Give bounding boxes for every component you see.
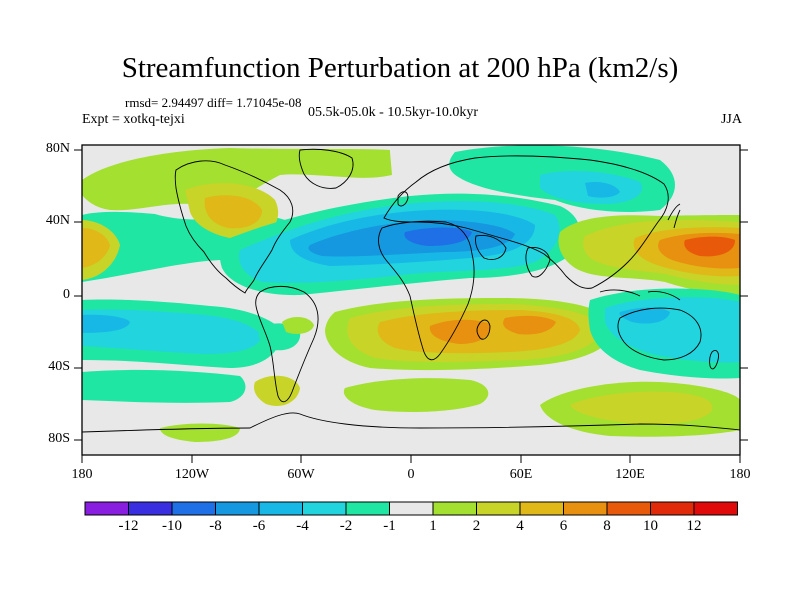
coast-antarctica [82,412,740,433]
colorbar-bin [128,501,173,516]
season-label: JJA [720,112,742,127]
colorbar-bin [171,501,216,516]
contour-west-pacific-core [684,236,735,257]
x-tick-label: 120W [174,467,210,482]
coast-madagascar [476,319,491,340]
tick-marks [74,149,748,463]
coast-japan [667,203,681,229]
coast-africa [378,220,475,361]
x-tick-label: 60W [287,467,315,482]
colorbar-bin [693,501,738,516]
y-tick-label: 0 [63,287,70,302]
contour-southern-ocean-pos [570,391,713,425]
contour-central-asia-core [585,182,620,198]
colorbar-label: 8 [603,518,611,534]
contour-south-pacific-band [82,369,246,403]
colorbar-label: 1 [429,518,437,534]
coast-arabia [475,235,507,260]
colorbar-label: 4 [516,518,524,534]
period-label: 05.5k-05.0k - 10.5kyr-10.0kyr [308,105,479,120]
colorbar-bin [258,501,303,516]
x-tick-label: 120E [615,467,645,482]
coastlines [82,148,740,433]
coast-greenland [298,148,354,189]
coast-indonesia [599,289,681,301]
experiment-label: Expt = xotkq-tejxi [82,112,185,127]
x-tick-label: 180 [71,467,93,482]
stats-line: rmsd= 2.94497 diff= 1.71045e-08 [125,95,302,110]
coast-north-america [174,160,294,294]
colorbar-bin [302,501,347,516]
x-tick-label: 180 [729,467,751,482]
coast-south-america [255,285,319,403]
contour-southern-africa-core [429,319,491,344]
colorbar-bin [563,501,608,516]
x-tick-label: 0 [407,467,415,482]
colorbar-label: 10 [643,518,658,534]
contour-small-pos [282,316,314,334]
contour-north-africa-core2 [404,227,472,246]
coast-eurasia [383,155,669,289]
colorbar-label: 6 [559,518,568,534]
colorbar-bin [389,501,434,516]
colorbar-label: 12 [686,518,702,534]
coast-uk [397,191,409,207]
colorbar-label: -1 [383,518,396,534]
x-tick-label: 60E [509,467,533,482]
y-tick-label: 40S [48,359,70,374]
colorbar-bin [650,501,695,516]
colorbar-label: -4 [296,518,309,534]
contour-indian-ocean-core [503,315,556,335]
colorbar-label: -12 [118,518,139,534]
contour-dateline-core [82,228,110,268]
colorbar-label: -6 [252,518,266,534]
contour-australia-core [619,307,670,324]
colorbar-bin [84,501,129,516]
coast-australia [617,307,702,361]
colorbar-bin [606,501,651,516]
colorbar-label: -10 [162,518,182,534]
colorbar-bin [432,501,477,516]
coast-india [525,247,551,278]
colorbar-bin [476,501,521,516]
colorbar-label: -2 [339,518,353,534]
y-tick-label: 80S [48,431,70,446]
colorbar-label: -8 [209,518,222,534]
y-tick-label: 80N [45,141,70,156]
contour-south-pacific-core [82,314,130,333]
contour-south-atlantic-pos [343,378,489,412]
colorbar [84,501,738,516]
coast-new-zealand [709,349,719,370]
contour-north-america-core [204,195,262,229]
colorbar-label: 2 [472,518,481,534]
colorbar-bin [215,501,260,516]
figure-title: Streamfunction Perturbation at 200 hPa (… [121,52,679,84]
colorbar-bin [345,501,390,516]
contour-field [82,145,740,455]
y-tick-label: 40N [45,213,70,228]
contour-arctic-pos [298,150,392,178]
colorbar-bin [519,501,564,516]
